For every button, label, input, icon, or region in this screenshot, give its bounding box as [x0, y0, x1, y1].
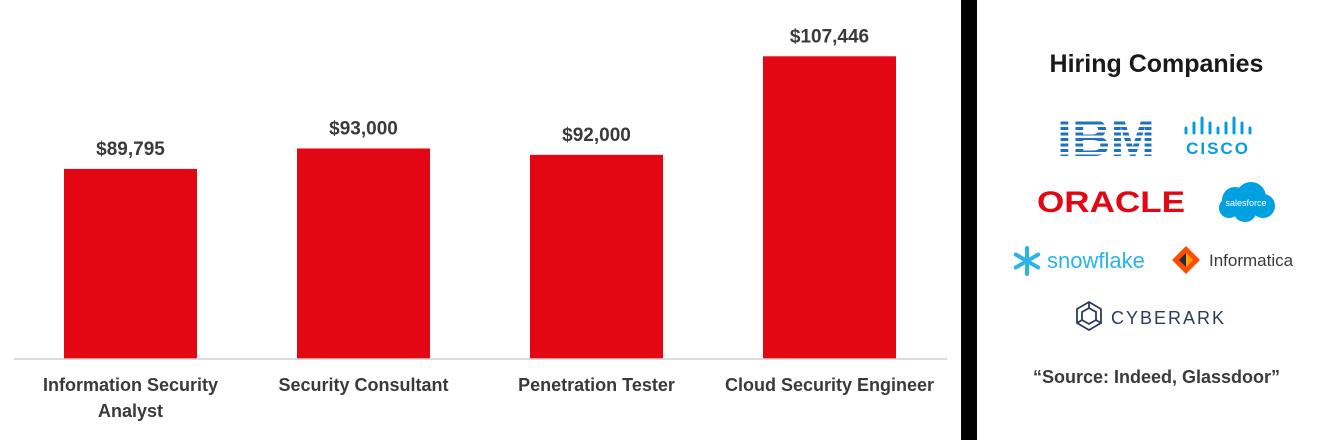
- category-label-1: Security Consultant: [278, 375, 448, 395]
- cyberark-icon: [1076, 300, 1102, 332]
- value-label-1: $93,000: [329, 118, 398, 139]
- hiring-companies-title: Hiring Companies: [1049, 50, 1264, 78]
- svg-text:Informatica: Informatica: [1209, 251, 1294, 270]
- ibm-logo: IBM: [1057, 116, 1155, 158]
- svg-text:ORACLE: ORACLE: [1037, 186, 1185, 219]
- category-label-2: Penetration Tester: [518, 375, 675, 395]
- svg-text:snowflake: snowflake: [1047, 248, 1145, 273]
- bar-3: [763, 56, 896, 359]
- svg-text:IBM: IBM: [1057, 116, 1155, 158]
- cisco-logo: CISCO: [1184, 116, 1252, 158]
- snowflake-logo: snowflake: [1013, 246, 1145, 276]
- panel-divider: [961, 0, 977, 440]
- svg-text:CYBERARK: CYBERARK: [1111, 308, 1226, 328]
- oracle-logo: ORACLE: [1037, 186, 1185, 219]
- hiring-companies-panel: Hiring Companies IBM: [977, 0, 1336, 440]
- bar-0: [64, 168, 197, 359]
- bar-1: [297, 148, 430, 359]
- informatica-logo: Informatica: [1172, 246, 1294, 274]
- value-label-3: $107,446: [790, 26, 869, 47]
- bar-2: [530, 154, 663, 359]
- cyberark-logo: CYBERARK: [1076, 300, 1226, 332]
- category-label-0-line-1: Analyst: [98, 401, 163, 421]
- value-label-0: $89,795: [96, 139, 165, 160]
- bar-chart: $89,795 Information Security Analyst $93,00…: [14, 26, 947, 421]
- category-label-3: Cloud Security Engineer: [725, 375, 934, 395]
- value-label-2: $92,000: [562, 125, 631, 146]
- svg-text:CISCO: CISCO: [1186, 139, 1250, 158]
- category-label-0-line-0: Information Security: [43, 375, 218, 395]
- source-note: “Source: Indeed, Glassdoor”: [1032, 367, 1281, 387]
- svg-text:salesforce: salesforce: [1225, 198, 1266, 208]
- salesforce-logo: salesforce: [1219, 182, 1275, 222]
- snowflake-icon: [1013, 246, 1041, 276]
